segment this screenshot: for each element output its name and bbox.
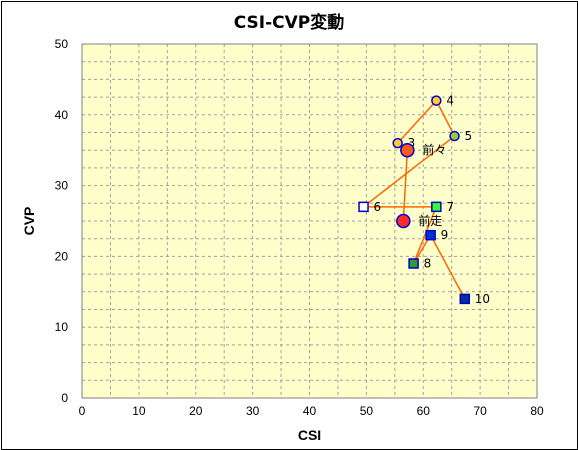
x-axis-ticks: 0 10 20 30 40 50 60 70 80 bbox=[79, 404, 544, 418]
point-marker-circle bbox=[396, 213, 411, 229]
y-tick-label: 50 bbox=[55, 37, 69, 51]
point-marker-circle bbox=[392, 137, 403, 149]
trajectory-lines bbox=[363, 100, 466, 300]
trajectory-segment bbox=[435, 100, 456, 137]
point-marker-circle bbox=[400, 142, 415, 158]
point-label: 7 bbox=[446, 200, 454, 214]
x-tick-label: 60 bbox=[417, 404, 431, 418]
point-marker-square bbox=[459, 293, 471, 305]
x-axis-label: CSI bbox=[298, 427, 321, 443]
x-tick-label: 20 bbox=[189, 404, 203, 418]
point-label: 3 bbox=[408, 136, 416, 150]
plot-border bbox=[81, 43, 538, 399]
trajectory-segment bbox=[412, 206, 438, 264]
point-label: 前走 bbox=[418, 213, 442, 228]
x-tick-label: 0 bbox=[79, 404, 86, 418]
y-tick-label: 20 bbox=[55, 249, 69, 263]
point-marker-square bbox=[431, 201, 442, 213]
x-tick-label: 30 bbox=[246, 404, 260, 418]
y-tick-label: 0 bbox=[61, 391, 68, 405]
point-label: 5 bbox=[465, 129, 473, 143]
chart-title: CSI-CVP変動 bbox=[233, 13, 345, 33]
y-tick-label: 30 bbox=[55, 179, 69, 193]
horizontal-gridlines bbox=[82, 61, 537, 381]
point-marker-circle bbox=[431, 95, 442, 106]
y-axis-label: CVP bbox=[21, 207, 37, 236]
point-marker-square bbox=[408, 258, 419, 269]
x-tick-label: 10 bbox=[132, 404, 146, 418]
point-label: 前々 bbox=[422, 142, 446, 157]
point-label: 8 bbox=[424, 256, 432, 270]
trajectory-segment bbox=[363, 135, 455, 208]
y-tick-label: 10 bbox=[55, 320, 69, 334]
point-marker-circle bbox=[449, 130, 460, 142]
y-axis-ticks: 0 10 20 30 40 50 bbox=[55, 37, 69, 405]
point-label: 10 bbox=[475, 292, 490, 306]
point-label: 9 bbox=[441, 228, 449, 242]
y-tick-label: 40 bbox=[55, 108, 69, 122]
x-tick-label: 50 bbox=[360, 404, 374, 418]
point-label: 6 bbox=[374, 200, 382, 214]
x-tick-label: 80 bbox=[530, 404, 544, 418]
x-tick-label: 70 bbox=[473, 404, 487, 418]
trajectory-segment bbox=[397, 100, 437, 144]
point-marker-square bbox=[358, 201, 369, 213]
x-tick-label: 40 bbox=[303, 404, 317, 418]
trajectory-segment bbox=[429, 234, 466, 300]
point-marker-square bbox=[425, 229, 436, 241]
trajectory-segment bbox=[402, 150, 409, 222]
point-label: 4 bbox=[446, 94, 454, 108]
